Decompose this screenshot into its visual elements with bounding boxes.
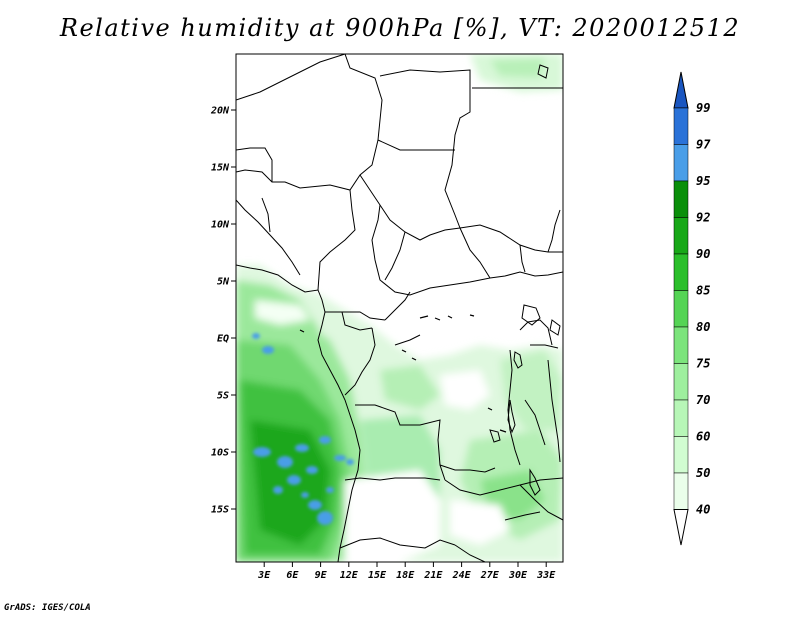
lon-tick-label: 33E (536, 570, 556, 581)
latitude-axis: 20N 15N 10N 5N EQ 5S 10S 15S (210, 106, 236, 516)
map-title: Relative humidity at 900hPa [%], VT: 202… (59, 14, 741, 42)
lon-tick-label: 30E (508, 570, 528, 581)
humidity-field (236, 54, 563, 562)
colorbar-segment (673, 399, 689, 437)
lon-tick-label: 18E (396, 570, 415, 581)
longitude-axis: 3E 6E 9E 12E 15E 18E 21E 24E 27E 30E 33E (257, 562, 556, 581)
colorbar-top-triangle (673, 71, 689, 109)
colorbar-segment (673, 290, 689, 328)
lat-tick-label: 15N (211, 163, 230, 174)
colorbar-label: 97 (696, 138, 711, 152)
colorbar-label: 60 (696, 430, 710, 444)
lon-tick-label: 21E (423, 570, 443, 581)
colorbar-label: 50 (696, 466, 710, 480)
colorbar-label: 92 (696, 211, 710, 225)
colorbar-segment (673, 107, 689, 145)
lat-tick-label: 20N (210, 106, 230, 117)
lon-tick-label: 24E (452, 570, 472, 581)
grads-credit: GrADS: IGES/COLA (4, 603, 91, 613)
colorbar-label: 70 (696, 393, 710, 407)
colorbar-label: 85 (696, 284, 710, 298)
lat-tick-label: 15S (211, 505, 229, 516)
lat-tick-label: 10S (211, 448, 229, 459)
colorbar-legend: 99 97 95 92 90 85 80 75 70 60 50 40 (673, 71, 711, 546)
colorbar-segment (673, 436, 689, 474)
country-borders (236, 54, 563, 562)
lat-tick-label: 5S (217, 391, 229, 402)
lat-tick-label: EQ (217, 334, 229, 345)
colorbar-label: 40 (696, 503, 710, 517)
colorbar-segment (673, 144, 689, 182)
colorbar-segment (673, 180, 689, 218)
lon-tick-label: 3E (257, 570, 271, 581)
lon-tick-label: 6E (286, 570, 299, 581)
map-frame (235, 53, 564, 563)
colorbar-segment (673, 253, 689, 291)
colorbar-label: 95 (696, 174, 710, 188)
colorbar-label: 75 (696, 357, 710, 371)
colorbar-segment (673, 472, 689, 510)
colorbar-segment (673, 363, 689, 401)
colorbar-label: 99 (696, 101, 710, 115)
lat-tick-label: 10N (211, 220, 230, 231)
lon-tick-label: 27E (480, 570, 500, 581)
colorbar-segment (673, 326, 689, 364)
lon-tick-label: 9E (315, 570, 328, 581)
colorbar-label: 80 (696, 320, 710, 334)
lon-tick-label: 15E (368, 570, 387, 581)
lon-tick-label: 12E (340, 570, 359, 581)
lat-tick-label: 5N (217, 277, 230, 288)
colorbar-segment (673, 217, 689, 255)
colorbar-bottom-triangle (673, 509, 689, 546)
colorbar-label: 90 (696, 247, 710, 261)
